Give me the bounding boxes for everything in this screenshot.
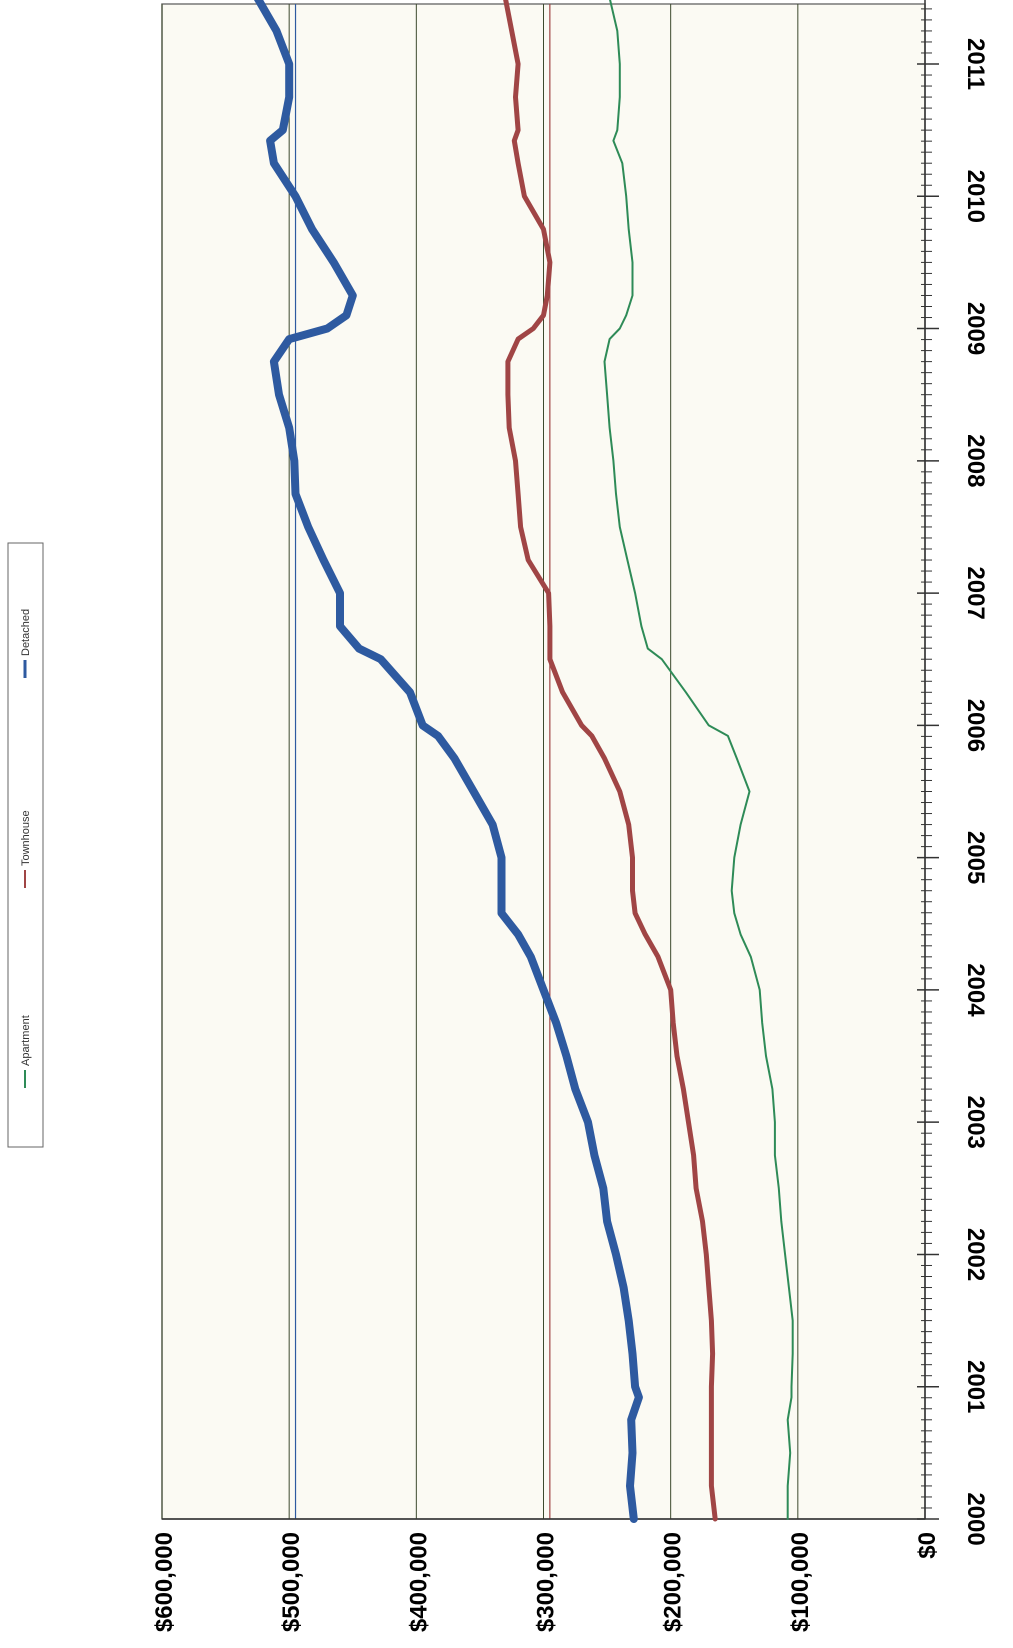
- y-tick-label: $400,000: [405, 1532, 432, 1632]
- grid-lines: [161, 4, 799, 1519]
- x-tick-label: 2003: [962, 1096, 989, 1149]
- x-tick-label: 2006: [962, 699, 989, 752]
- y-tick-label: $300,000: [533, 1532, 560, 1632]
- x-tick-label: 2008: [962, 434, 989, 487]
- legend-label-detached: Detached: [20, 609, 32, 656]
- series-line-townhouse: [503, 0, 718, 1522]
- x-tick-label: 2002: [962, 1228, 989, 1281]
- x-tick-label: 2004: [962, 963, 989, 1017]
- x-tick-label: 2001: [962, 1360, 989, 1413]
- y-tick-label: $100,000: [787, 1532, 814, 1632]
- y-tick-label: $200,000: [660, 1532, 687, 1632]
- x-tick-labels: 2000 2001 2002 2003 2004 2005 2006 2007 2008 2009…: [962, 38, 989, 1546]
- legend: Apartment Townhouse Detached: [7, 542, 44, 1148]
- series-line-apartment: [603, 0, 794, 1520]
- legend-label-townhouse: Townhouse: [20, 810, 32, 866]
- y-tick-label: $0: [914, 1532, 941, 1559]
- x-tick-label: 2005: [962, 831, 989, 884]
- legend-box: [7, 542, 44, 1148]
- y-tick-labels: $0 $100,000 $200,000 $300,000 $400,000 $500,0…: [151, 1532, 941, 1632]
- y-tick-label: $500,000: [278, 1532, 305, 1632]
- x-tick-label: 2011: [962, 38, 989, 90]
- legend-label-apartment: Apartment: [20, 1015, 32, 1066]
- x-tick-label: 2009: [962, 302, 989, 355]
- x-tick-label: 2010: [962, 170, 989, 223]
- x-tick-label: 2000: [962, 1492, 989, 1545]
- series-line-detached: [253, 0, 643, 1523]
- x-tick-label: 2007: [962, 566, 989, 619]
- y-tick-label: $600,000: [151, 1532, 178, 1632]
- series-lines: [253, 0, 794, 1523]
